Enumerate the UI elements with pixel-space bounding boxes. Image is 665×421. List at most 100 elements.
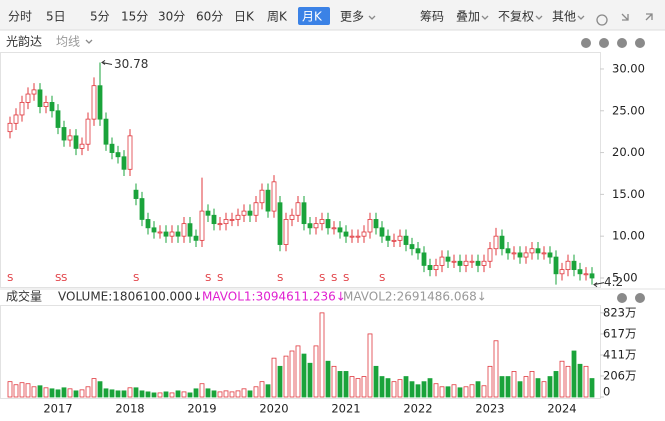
icon-settings[interactable]	[617, 38, 627, 48]
icon-vol-close[interactable]	[635, 293, 645, 303]
x-tick-label: 2022	[403, 402, 432, 416]
volume-bar	[253, 386, 259, 398]
volume-bar	[481, 385, 487, 398]
min-arrow	[593, 282, 605, 288]
volume-bar	[337, 371, 343, 398]
volume-bar	[367, 333, 373, 398]
icon-expand[interactable]	[621, 13, 629, 21]
volume-bar	[103, 388, 109, 398]
x-tick-label: 2024	[547, 402, 576, 416]
candle-body	[157, 231, 163, 234]
volume-bar	[19, 382, 25, 398]
candle-body	[31, 89, 37, 95]
candle-body	[55, 110, 61, 128]
toolbar-item[interactable]: 叠加	[456, 10, 480, 24]
toolbar-item[interactable]: 5分	[90, 10, 110, 24]
candle-body	[253, 202, 259, 216]
volume-bar	[199, 383, 205, 398]
candle-body	[553, 256, 559, 275]
toolbar-item[interactable]: 更多	[340, 10, 364, 24]
volume-bar	[415, 384, 421, 398]
candle-body	[409, 244, 415, 250]
toolbar-item[interactable]: 60分	[196, 10, 223, 24]
candle-body	[403, 235, 409, 245]
candle-body	[325, 219, 331, 229]
volume-bar	[343, 371, 349, 398]
icon-vol-settings[interactable]	[617, 293, 627, 303]
candle-body	[355, 235, 361, 238]
toolbar-item[interactable]: 日K	[234, 10, 255, 24]
candle-body	[295, 202, 301, 216]
candle-body	[451, 260, 457, 263]
volume-bar	[439, 386, 445, 398]
candle-body	[73, 135, 79, 149]
volume-bar	[175, 390, 181, 398]
volume-bar	[403, 376, 409, 398]
toolbar-item[interactable]: 月K	[302, 10, 323, 24]
candle-body	[475, 260, 481, 266]
volume-bar	[55, 389, 61, 398]
candle-body	[169, 231, 175, 237]
candle-body	[469, 260, 475, 263]
ma-toggle[interactable]: 均线	[56, 35, 80, 49]
volume-bar	[313, 345, 319, 398]
volume-bar	[487, 365, 493, 398]
candle-body	[529, 248, 535, 254]
candle-body	[283, 219, 289, 245]
candle-body	[109, 143, 115, 153]
candle-body	[559, 269, 565, 275]
candle-body	[205, 210, 211, 216]
dropdown-arrow	[368, 15, 376, 20]
candle-body	[421, 252, 427, 266]
candle-body	[37, 89, 43, 107]
candle-body	[415, 248, 421, 254]
plot: 5.00 10.00 15.00 20.00 25.00 30.00 0 206万 411万 61…	[7, 57, 645, 416]
candle-body	[187, 223, 193, 237]
candle-body	[139, 198, 145, 220]
volume-bar	[217, 391, 223, 398]
toolbar-item[interactable]: 不复权	[498, 10, 534, 24]
toolbar-item[interactable]: 周K	[267, 10, 288, 24]
y-tick-label: 617万	[603, 326, 636, 340]
candle-body	[271, 181, 277, 212]
signal-marker: S	[343, 273, 349, 284]
volume-bar	[541, 381, 547, 398]
candle-body	[277, 202, 283, 245]
x-tick-label: 2023	[475, 402, 504, 416]
candle-body	[259, 189, 265, 204]
toolbar-item[interactable]: 分时	[8, 10, 32, 24]
candle-body	[97, 85, 103, 120]
toolbar-item[interactable]: 其他	[552, 10, 576, 24]
toolbar-item[interactable]: 30分	[158, 10, 185, 24]
toolbar-item[interactable]: 15分	[121, 10, 148, 24]
icon-zoom-out[interactable]	[581, 38, 591, 48]
signal-marker: S	[319, 273, 325, 284]
volume-bar	[559, 360, 565, 398]
icon-zoom-in[interactable]	[599, 38, 609, 48]
candle-body	[43, 102, 49, 107]
volume-bar	[517, 381, 523, 398]
candle-body	[85, 118, 91, 145]
candle-body	[541, 252, 547, 255]
volume-bar	[169, 392, 175, 398]
toolbar-item[interactable]: 筹码	[420, 10, 444, 24]
volume-panel	[0, 305, 601, 399]
stock-name: 光韵达	[6, 34, 42, 49]
icon-popout[interactable]	[645, 13, 653, 21]
candle-body	[163, 231, 169, 237]
volume-bar	[469, 384, 475, 398]
toolbar-item[interactable]: 5日	[46, 10, 66, 24]
candle-body	[439, 256, 445, 266]
icon-close[interactable]	[635, 38, 645, 48]
volume-bar	[493, 340, 499, 398]
candle-body	[511, 252, 517, 255]
volume-bar	[85, 386, 91, 398]
candle-body	[349, 235, 355, 238]
y-tick-label: 20.00	[612, 145, 645, 159]
candle-body	[505, 248, 511, 254]
volume-bar	[289, 350, 295, 398]
icon-minus[interactable]	[596, 14, 608, 26]
candle-body	[487, 248, 493, 262]
volume-bar	[127, 387, 133, 398]
candle-body	[493, 235, 499, 250]
